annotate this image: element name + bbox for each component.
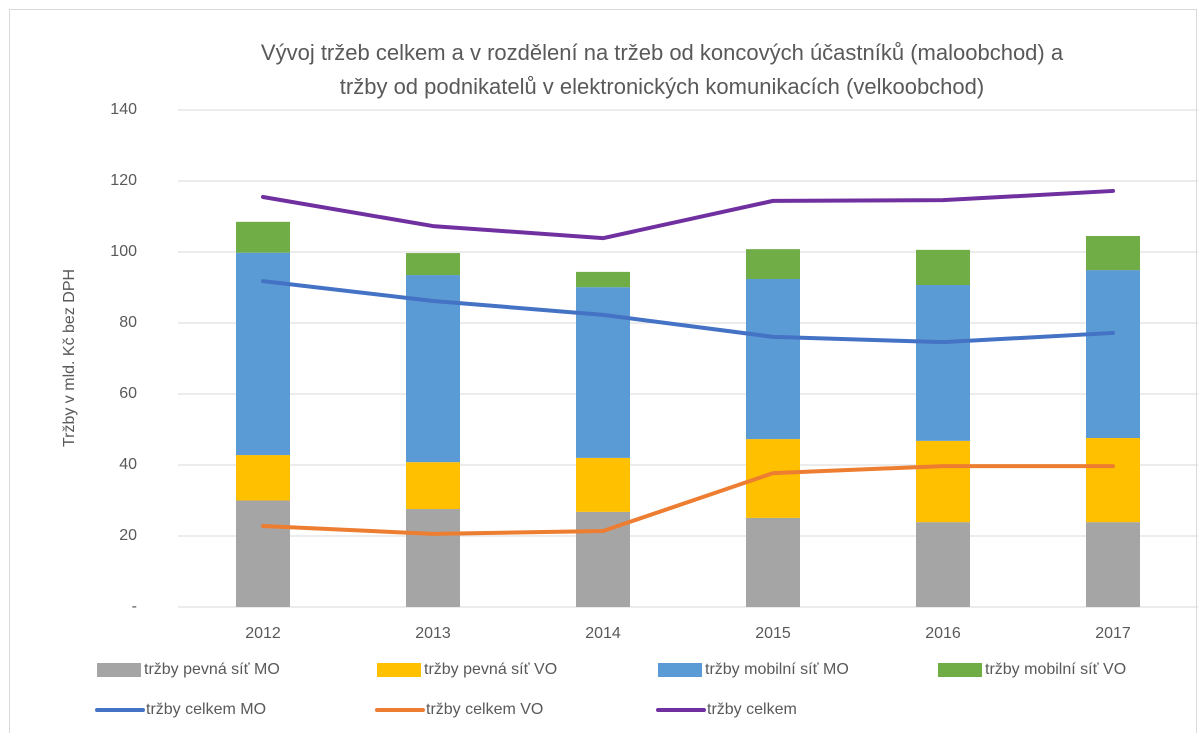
legend-label: tržby celkem VO (426, 701, 543, 718)
chart-title: tržby od podnikatelů v elektronických ko… (340, 74, 984, 99)
x-tick-label: 2015 (755, 625, 791, 642)
legend-label: tržby celkem (707, 701, 797, 718)
chart-title: Vývoj tržeb celkem a v rozdělení na trže… (261, 40, 1064, 65)
legend-swatch (658, 663, 702, 677)
bar-segment (406, 275, 460, 463)
legend-label: tržby pevná síť MO (144, 661, 280, 678)
y-tick-label: 20 (119, 527, 137, 544)
bar-segment (406, 253, 460, 276)
y-tick-label: 60 (119, 385, 137, 402)
bar-segment (576, 511, 630, 607)
bar-segment (746, 278, 800, 440)
line-series (261, 188, 1115, 241)
legend-swatch (938, 663, 982, 677)
y-tick-label: 100 (110, 243, 137, 260)
bar-segment (916, 249, 970, 286)
bar-segment (916, 522, 970, 607)
bar-segment (746, 249, 800, 279)
bar-segment (576, 271, 630, 288)
bar-segment (236, 455, 290, 501)
x-tick-label: 2012 (245, 625, 281, 642)
y-axis-label: Tržby v mld. Kč bez DPH (61, 269, 78, 447)
line-series (261, 279, 1115, 345)
bar-segment (236, 221, 290, 253)
bar-segment (1086, 438, 1140, 523)
legend-swatch (377, 663, 421, 677)
x-tick-label: 2017 (1095, 625, 1131, 642)
chart-frame (9, 9, 1197, 738)
legend-swatch (97, 663, 141, 677)
bar-segment (576, 457, 630, 512)
bar-segment (1086, 522, 1140, 607)
bar-segment (1086, 270, 1140, 439)
bar-segment (406, 509, 460, 607)
line-series (261, 464, 1115, 536)
bar-segment (916, 440, 970, 523)
x-tick-label: 2013 (415, 625, 451, 642)
bar-segment (236, 252, 290, 456)
legend-label: tržby pevná síť VO (424, 661, 557, 678)
bar-segment (236, 500, 290, 607)
bar-segment (916, 285, 970, 441)
legend-label: tržby mobilní síť MO (705, 661, 849, 678)
legend-label: tržby mobilní síť VO (985, 661, 1126, 678)
bar-segment (406, 462, 460, 510)
y-tick-label: 40 (119, 456, 137, 473)
y-tick-label: 80 (119, 314, 137, 331)
x-tick-label: 2014 (585, 625, 621, 642)
y-tick-label: 120 (110, 172, 137, 189)
legend-label: tržby celkem MO (146, 701, 266, 718)
y-tick-label: 140 (110, 101, 137, 118)
bar-segment (1086, 236, 1140, 271)
bar-segment (746, 517, 800, 607)
y-tick-label: - (132, 598, 137, 615)
x-tick-label: 2016 (925, 625, 961, 642)
